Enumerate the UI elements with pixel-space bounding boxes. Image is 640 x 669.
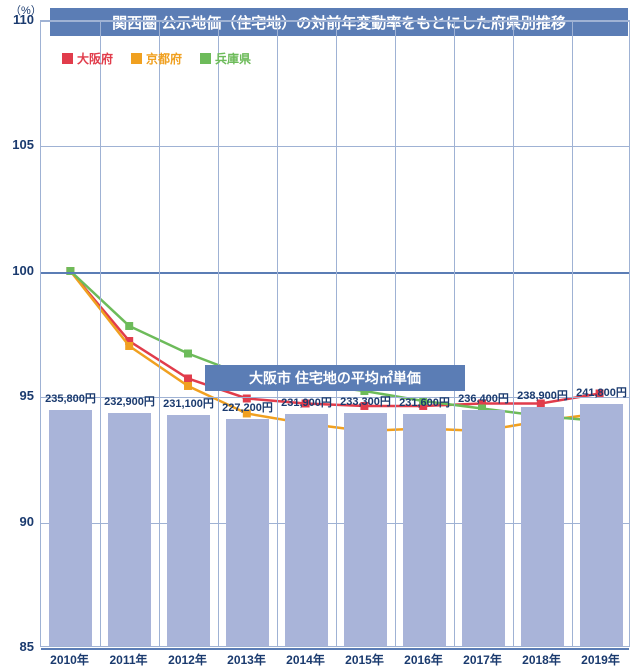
legend-item: 兵庫県 — [200, 50, 251, 67]
y-tick-label: 110 — [4, 12, 34, 27]
y-tick-label: 95 — [4, 388, 34, 403]
x-tick-label: 2019年 — [581, 651, 620, 668]
vertical-gridline — [454, 21, 455, 646]
legend-swatch — [200, 53, 211, 64]
price-bar — [462, 410, 504, 646]
vertical-gridline — [336, 21, 337, 646]
legend-label: 京都府 — [146, 50, 182, 67]
price-bar — [580, 404, 622, 646]
bar-value-label: 227,200円 — [222, 399, 273, 415]
line-marker — [125, 342, 133, 350]
vertical-gridline — [277, 21, 278, 646]
gridline — [41, 648, 629, 650]
subtitle: 大阪市 住宅地の平均㎡単価 — [205, 365, 465, 391]
x-tick-label: 2016年 — [404, 651, 443, 668]
vertical-gridline — [572, 21, 573, 646]
line-marker — [125, 322, 133, 330]
line-marker — [184, 375, 192, 383]
bar-value-label: 231,600円 — [399, 394, 450, 410]
line-marker — [125, 337, 133, 345]
y-tick-label: 90 — [4, 514, 34, 529]
bar-value-label: 231,100円 — [163, 395, 214, 411]
legend-item: 大阪府 — [62, 50, 113, 67]
gridline — [41, 272, 629, 274]
vertical-gridline — [159, 21, 160, 646]
line-marker — [184, 382, 192, 390]
x-tick-label: 2014年 — [286, 651, 325, 668]
vertical-gridline — [218, 21, 219, 646]
legend-swatch — [62, 53, 73, 64]
line-marker — [184, 350, 192, 358]
bar-value-label: 235,800円 — [45, 390, 96, 406]
x-tick-label: 2012年 — [168, 651, 207, 668]
y-tick-label: 105 — [4, 137, 34, 152]
bar-value-label: 238,900円 — [517, 387, 568, 403]
price-bar — [49, 410, 91, 646]
x-tick-label: 2017年 — [463, 651, 502, 668]
legend: 大阪府 京都府 兵庫県 — [62, 50, 251, 67]
y-tick-label: 85 — [4, 639, 34, 654]
legend-label: 兵庫県 — [215, 50, 251, 67]
price-bar — [226, 419, 268, 646]
x-tick-label: 2010年 — [50, 651, 89, 668]
bar-value-label: 236,400円 — [458, 390, 509, 406]
legend-swatch — [131, 53, 142, 64]
gridline — [41, 21, 629, 22]
price-bar — [108, 413, 150, 646]
bar-value-label: 232,900円 — [104, 393, 155, 409]
y-tick-label: 100 — [4, 263, 34, 278]
price-bar — [285, 414, 327, 646]
x-tick-label: 2015年 — [345, 651, 384, 668]
x-tick-label: 2013年 — [227, 651, 266, 668]
price-bar — [344, 413, 386, 646]
vertical-gridline — [395, 21, 396, 646]
bar-value-label: 233,300円 — [340, 393, 391, 409]
vertical-gridline — [100, 21, 101, 646]
x-tick-label: 2011年 — [109, 651, 147, 668]
legend-item: 京都府 — [131, 50, 182, 67]
bar-value-label: 231,900円 — [281, 394, 332, 410]
price-bar — [521, 407, 563, 646]
x-tick-label: 2018年 — [522, 651, 561, 668]
vertical-gridline — [513, 21, 514, 646]
price-bar — [403, 414, 445, 646]
gridline — [41, 146, 629, 147]
price-bar — [167, 415, 209, 646]
bar-value-label: 241,800円 — [576, 384, 627, 400]
kansai-land-price-chart: （%） 関西圏 公示地価（住宅地）の対前年変動率をもとにした府県別推移 235,… — [0, 0, 640, 669]
legend-label: 大阪府 — [77, 50, 113, 67]
plot-area: 235,800円 232,900円 231,100円 227,200円 231,900円… — [40, 20, 630, 647]
